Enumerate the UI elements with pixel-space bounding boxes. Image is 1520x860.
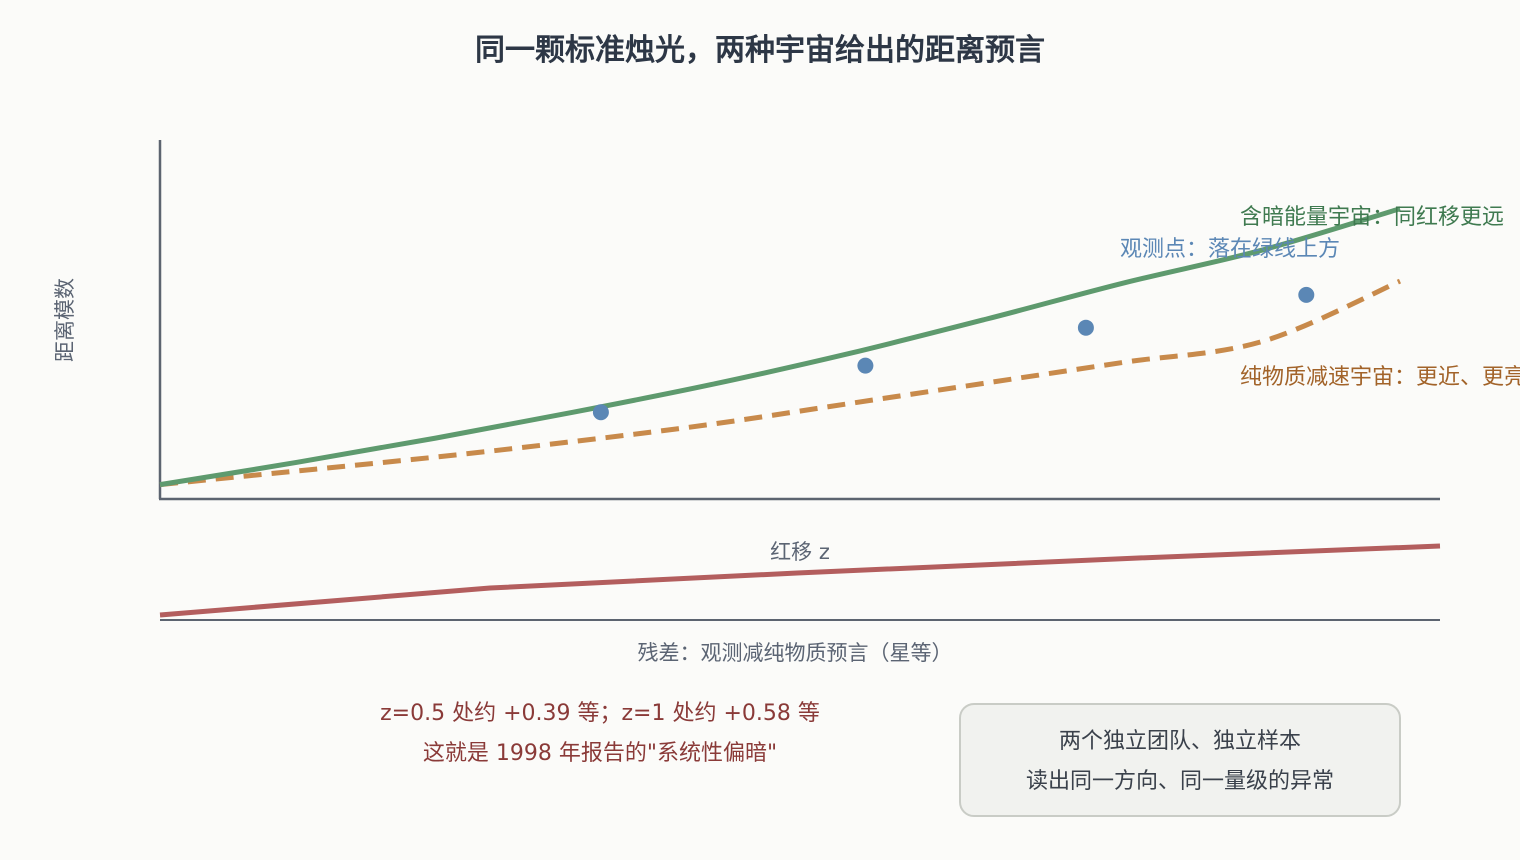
observed-point (857, 357, 874, 374)
observed-point (1077, 319, 1094, 336)
residual-axis-label: 残差：观测减纯物质预言（星等） (638, 641, 953, 665)
y-axis-label: 距离模数 (53, 278, 77, 362)
chart-title: 同一颗标准烛光，两种宇宙给出的距离预言 (475, 33, 1045, 68)
info-box-line2: 读出同一方向、同一量级的异常 (1026, 769, 1334, 794)
residual-note-line1: z=0.5 处约 +0.39 等；z=1 处约 +0.58 等 (380, 701, 820, 726)
x-axis-label: 红移 z (770, 540, 830, 564)
annotation-observed: 观测点：落在绿线上方 (1120, 237, 1340, 262)
annotation-dark-energy: 含暗能量宇宙：同红移更远 (1240, 205, 1504, 230)
info-box-line1: 两个独立团队、独立样本 (1059, 729, 1301, 754)
residual-line (159, 543, 1441, 618)
matter-only-curve (159, 278, 1402, 488)
annotation-matter-only: 纯物质减速宇宙：更近、更亮 (1240, 365, 1520, 390)
info-box (959, 703, 1401, 817)
residual-note-line2: 这就是 1998 年报告的"系统性偏暗" (423, 741, 777, 766)
observed-point (592, 404, 609, 421)
main-series-group (159, 206, 1402, 488)
observed-points-group (592, 286, 1315, 421)
observed-point (1298, 286, 1315, 303)
residual-series-group (159, 543, 1441, 618)
dark-energy-curve (159, 206, 1401, 488)
